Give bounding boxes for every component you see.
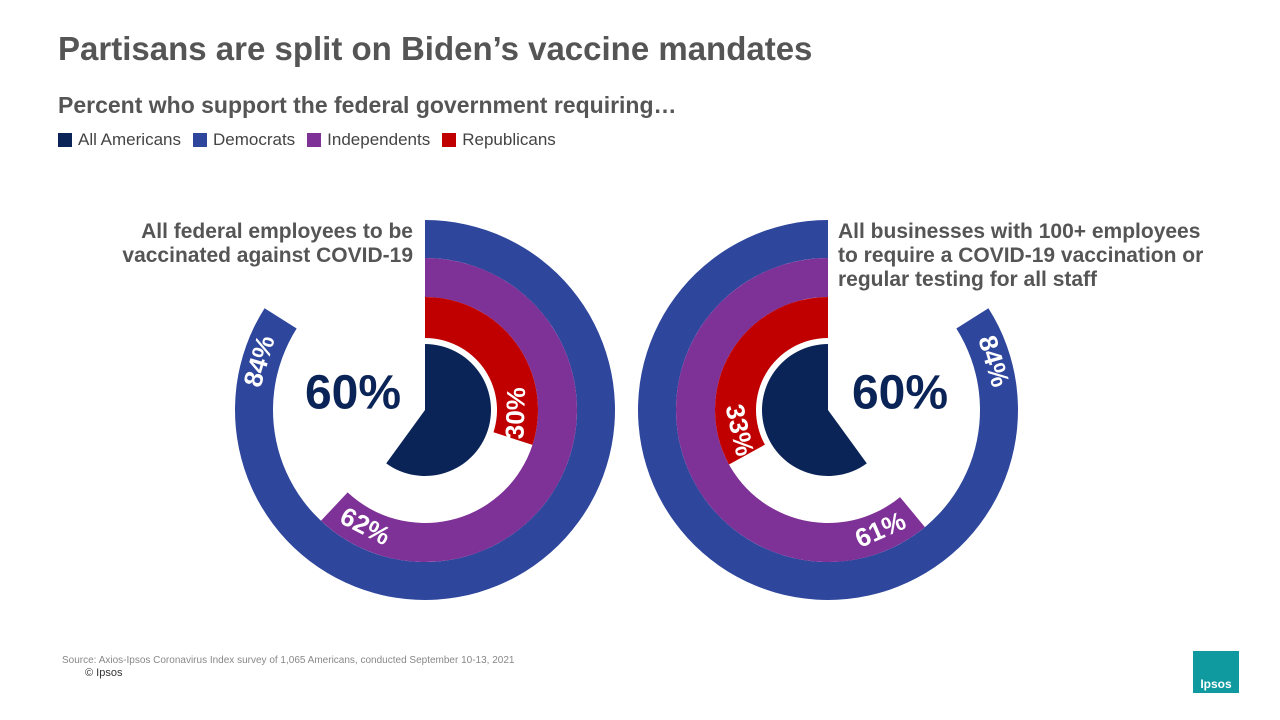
center-label: 60% <box>852 367 948 420</box>
value-label: 30% <box>499 387 531 440</box>
legend-label: Republicans <box>462 130 556 149</box>
legend-swatch <box>442 133 457 147</box>
legend: All Americans Democrats Independents Republ… <box>58 130 556 150</box>
source: Source: Axios-Ipsos Coronavirus Index su… <box>62 655 515 666</box>
ring-bar <box>425 297 538 445</box>
legend-label: Independents <box>327 130 431 149</box>
legend-item: Independents <box>307 130 430 150</box>
legend-item: Democrats <box>192 130 296 150</box>
legend-swatch <box>192 133 207 147</box>
copyright: © Ipsos <box>85 667 123 679</box>
legend-swatch <box>307 133 322 147</box>
pie-wedge <box>386 344 491 477</box>
ring-bar <box>715 297 828 465</box>
pie-wedge <box>762 344 867 476</box>
legend-label: Democrats <box>212 130 296 149</box>
panel-title: All federal employees to be vaccinated a… <box>122 220 413 267</box>
legend-item: All Americans <box>58 130 181 150</box>
legend-item: Republicans <box>442 130 556 150</box>
logo: Ipsos <box>1193 651 1239 693</box>
panel-title: All businesses with 100+ employees to re… <box>838 220 1204 291</box>
subtitle: Percent who support the federal governme… <box>58 92 677 118</box>
legend-label: All Americans <box>78 130 181 149</box>
center-label: 60% <box>305 367 401 420</box>
ring-bar <box>320 258 577 562</box>
legend-swatch <box>58 133 72 147</box>
chart-title: Partisans are split on Biden’s vaccine m… <box>58 30 813 67</box>
ring-bar <box>676 258 925 562</box>
